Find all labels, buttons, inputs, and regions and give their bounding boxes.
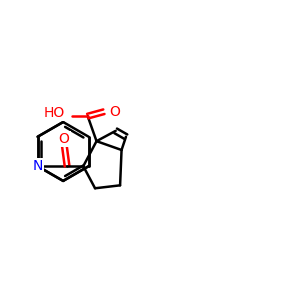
Text: N: N	[32, 159, 43, 173]
Text: O: O	[59, 132, 70, 146]
Text: O: O	[109, 105, 120, 119]
Text: HO: HO	[44, 106, 65, 120]
